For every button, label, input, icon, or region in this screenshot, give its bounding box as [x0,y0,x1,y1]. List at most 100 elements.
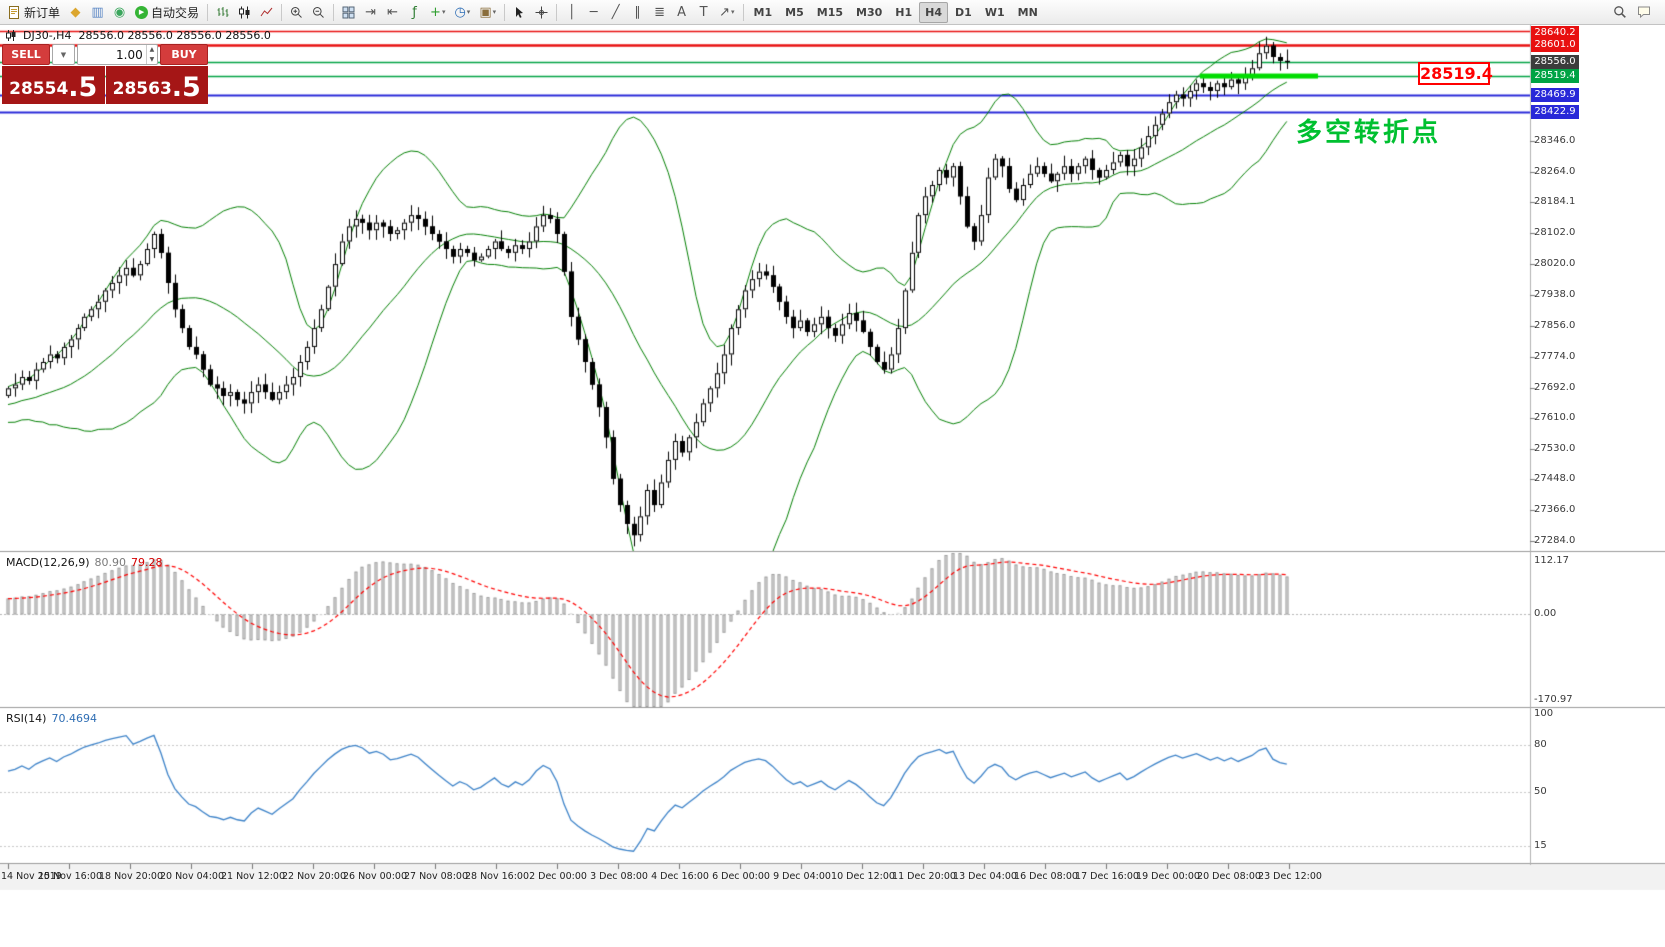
candlestick-icon [6,30,16,41]
price-axis-label: 27610.0 [1534,412,1576,424]
one-click-trading-panel: SELL ▼ ▲ ▼ BUY 28554 .5 28563 .5 [2,44,208,104]
indicators-icon: ƒ [412,4,417,20]
time-axis-label: 22 Nov 20:00 [281,871,347,882]
order-type-dropdown[interactable]: ▼ [52,44,75,65]
time-axis-label: 11 Dec 20:00 [892,871,956,882]
sell-price-base: 28554 [9,79,69,99]
periods-button[interactable]: ◷ ▾ [450,2,474,23]
auto-scroll-button[interactable]: ⇥ [360,2,381,23]
search-button[interactable] [1609,2,1631,23]
time-axis-label: 21 Nov 12:00 [220,871,286,882]
fibonacci-button[interactable]: ≣ [649,2,670,23]
add-indicator-button[interactable]: + ▾ [426,2,449,23]
charts-button[interactable]: ◆ [65,2,86,23]
price-axis-label: 27774.0 [1534,350,1576,362]
template-icon: ▣ [479,4,492,20]
rsi-axis-label: 15 [1534,839,1547,851]
rsi-axis-label: 80 [1534,739,1547,750]
arrows-button[interactable]: ↗ ▾ [715,2,738,23]
time-axis-label: 18 Nov 20:00 [98,871,164,882]
dropdown-arrow-icon: ▾ [492,8,497,16]
label-button[interactable]: T [693,2,714,23]
chart-shift-button[interactable]: ⇤ [382,2,403,23]
chat-icon [1637,5,1651,19]
price-axis-label: 27530.0 [1534,442,1576,454]
buy-price-button[interactable]: 28563 .5 [105,66,208,104]
sell-price-button[interactable]: 28554 .5 [2,66,105,104]
time-axis-label: 4 Dec 16:00 [651,871,709,882]
toolbar-separator [742,3,744,21]
rsi-name: RSI(14) [6,712,47,725]
chart-ohlc-header: DJ30-,H4 28556.0 28556.0 28556.0 28556.0 [6,29,271,42]
tile-windows-button[interactable] [338,2,359,23]
macd-axis-label: -170.97 [1534,694,1573,705]
price-axis-label: 28102.0 [1534,227,1576,239]
timeframe-m5-button[interactable]: M5 [785,5,804,19]
autotrade-button[interactable]: ▶ 自动交易 [131,2,203,23]
time-axis-label: 19 Dec 00:00 [1136,871,1200,882]
price-axis-label: 27692.0 [1534,381,1576,393]
timeframe-mn-button[interactable]: MN [1017,5,1038,19]
toolbar-right-group [1609,2,1655,23]
buy-button[interactable]: BUY [160,44,208,65]
toolbar-separator [556,3,558,21]
trendline-button[interactable]: ╱ [605,2,626,23]
terminal-icon: ◉ [113,4,126,20]
ohlc-values: 28556.0 28556.0 28556.0 28556.0 [78,29,271,42]
sell-button[interactable]: SELL [2,44,50,65]
new-order-button[interactable]: 新订单 [4,2,64,23]
chat-button[interactable] [1633,2,1655,23]
time-axis-label: 13 Dec 04:00 [953,871,1017,882]
vertical-line-button[interactable]: │ [561,2,582,23]
chart-annotation[interactable]: 多空转折点 [1296,118,1442,148]
terminal-button[interactable]: ◉ [109,2,130,23]
indicators-button[interactable]: ƒ [404,2,425,23]
volume-stepper[interactable]: ▲ ▼ [145,45,157,64]
price-tag: 28556.0 [1531,55,1579,70]
time-axis-label: 20 Dec 08:00 [1197,871,1261,882]
text-icon: A [677,4,687,20]
horizontal-line-button[interactable]: ─ [583,2,604,23]
channel-button[interactable]: ∥ [627,2,648,23]
zoom-out-button[interactable] [308,2,329,23]
price-tag: 28601.0 [1531,38,1579,53]
cursor-button[interactable] [509,2,530,23]
fibonacci-icon: ≣ [654,4,666,20]
profiles-icon: ▥ [91,4,104,20]
crosshair-button[interactable] [531,2,552,23]
timeframe-h1-button[interactable]: H1 [895,5,913,19]
toolbar-separator [333,3,335,21]
timeframe-d1-button[interactable]: D1 [955,5,972,19]
price-axis-label: 28184.1 [1534,196,1576,208]
rsi-axis-label: 50 [1534,785,1547,797]
zoom-in-button[interactable] [286,2,307,23]
toolbar: 新订单 ◆ ▥ ◉ ▶ 自动交易 ⇥ ⇤ ƒ + ▾ ◷ ▾ ▣ ▾ │ ─ ╱ ∥ ≣ A T ↗ ▾ M1 M5 M15 M30 H… [0,0,1665,25]
toolbar-separator [207,3,209,21]
timeframe-m15-button[interactable]: M15 [816,5,844,19]
timeframe-h4-button[interactable]: H4 [919,1,949,23]
macd-main-value: 80.90 [94,556,127,569]
time-axis-label: 3 Dec 08:00 [590,871,648,882]
candlestick-chart-button[interactable] [234,2,255,23]
timeframe-w1-button[interactable]: W1 [984,5,1005,19]
channel-icon: ∥ [634,4,641,20]
time-axis-label: 20 Nov 04:00 [159,871,225,882]
price-callout[interactable]: 28519.4 [1418,62,1493,85]
volume-field: ▲ ▼ [77,44,158,65]
price-axis-label: 27856.0 [1534,319,1576,331]
buy-price-base: 28563 [112,79,172,99]
volume-input[interactable] [78,45,146,64]
candlestick-chart-icon [238,6,251,19]
chart-window-icon: ◆ [70,4,81,20]
timeframe-m30-button[interactable]: M30 [856,5,883,19]
autotrade-button-label: 自动交易 [151,5,200,20]
bar-chart-button[interactable] [212,2,233,23]
templates-button[interactable]: ▣ ▾ [475,2,500,23]
timeframe-m1-button[interactable]: M1 [753,5,773,19]
profiles-button[interactable]: ▥ [87,2,108,23]
text-button[interactable]: A [671,2,692,23]
price-axis-label: 27938.0 [1534,288,1576,300]
line-chart-button[interactable] [256,2,277,23]
dropdown-arrow-icon: ▾ [731,8,735,16]
